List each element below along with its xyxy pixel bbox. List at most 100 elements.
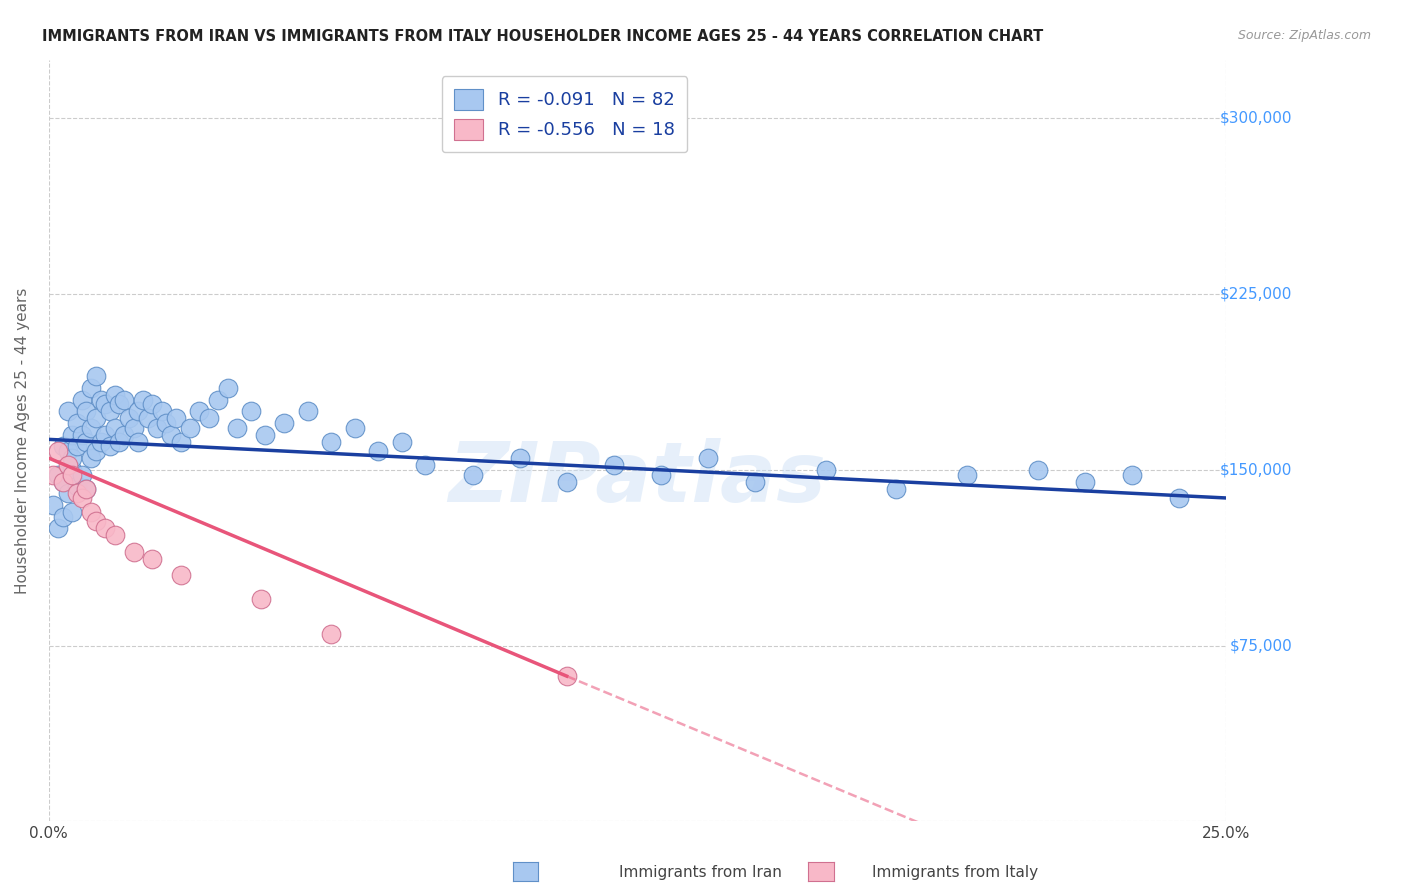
Point <box>509 451 531 466</box>
Point <box>84 444 107 458</box>
Text: ZIPatlas: ZIPatlas <box>449 438 827 519</box>
Point <box>66 479 89 493</box>
Point <box>249 591 271 606</box>
Point <box>94 521 117 535</box>
Point <box>75 434 97 449</box>
Point <box>46 444 69 458</box>
Point <box>108 397 131 411</box>
Text: $75,000: $75,000 <box>1230 638 1292 653</box>
Point <box>1167 491 1189 505</box>
Point <box>46 521 69 535</box>
Point <box>461 467 484 482</box>
Point <box>60 427 83 442</box>
Point <box>321 434 343 449</box>
Point <box>52 439 75 453</box>
Point <box>112 392 135 407</box>
Point <box>297 404 319 418</box>
Point <box>179 420 201 434</box>
Point <box>84 411 107 425</box>
Point <box>1073 475 1095 489</box>
Point <box>1121 467 1143 482</box>
Point <box>56 486 79 500</box>
Point <box>94 397 117 411</box>
Point <box>46 467 69 482</box>
Point <box>169 434 191 449</box>
Point <box>66 439 89 453</box>
Point <box>90 434 112 449</box>
Y-axis label: Householder Income Ages 25 - 44 years: Householder Income Ages 25 - 44 years <box>15 287 30 594</box>
Point <box>52 475 75 489</box>
Point <box>70 427 93 442</box>
Point <box>90 392 112 407</box>
Point <box>75 404 97 418</box>
Point <box>650 467 672 482</box>
Text: $225,000: $225,000 <box>1220 286 1292 301</box>
Point <box>343 420 366 434</box>
Point <box>169 568 191 582</box>
Point <box>136 411 159 425</box>
Point <box>226 420 249 434</box>
Point <box>146 420 169 434</box>
Point <box>104 528 127 542</box>
Point <box>70 491 93 505</box>
Point <box>884 482 907 496</box>
Point <box>273 416 295 430</box>
Point <box>66 486 89 500</box>
Point <box>52 509 75 524</box>
Point <box>603 458 626 472</box>
Point <box>132 392 155 407</box>
Point <box>56 404 79 418</box>
Point <box>555 475 578 489</box>
Point <box>104 388 127 402</box>
Point <box>60 467 83 482</box>
Point <box>108 434 131 449</box>
Point <box>98 439 121 453</box>
Point <box>1026 463 1049 477</box>
Point <box>240 404 263 418</box>
Point <box>112 427 135 442</box>
Text: $150,000: $150,000 <box>1220 462 1292 477</box>
Point <box>80 505 103 519</box>
Point <box>321 627 343 641</box>
Point <box>70 392 93 407</box>
Point <box>80 451 103 466</box>
Point <box>956 467 979 482</box>
Text: Source: ZipAtlas.com: Source: ZipAtlas.com <box>1237 29 1371 42</box>
Point <box>165 411 187 425</box>
Point <box>254 427 277 442</box>
Text: Immigrants from Italy: Immigrants from Italy <box>872 865 1038 880</box>
Point <box>42 467 65 482</box>
Point <box>60 451 83 466</box>
Point <box>75 482 97 496</box>
Point <box>697 451 720 466</box>
Point <box>84 515 107 529</box>
Point <box>84 369 107 384</box>
Point <box>122 420 145 434</box>
Point <box>127 404 149 418</box>
Point <box>52 475 75 489</box>
Point <box>80 381 103 395</box>
Point <box>141 552 163 566</box>
Point <box>80 420 103 434</box>
Point <box>188 404 211 418</box>
Point <box>42 498 65 512</box>
Point <box>60 463 83 477</box>
Text: Immigrants from Iran: Immigrants from Iran <box>619 865 782 880</box>
Point <box>141 397 163 411</box>
Point <box>814 463 837 477</box>
Point <box>66 416 89 430</box>
Point <box>207 392 229 407</box>
Point <box>555 669 578 683</box>
Legend: R = -0.091   N = 82, R = -0.556   N = 18: R = -0.091 N = 82, R = -0.556 N = 18 <box>441 76 688 153</box>
Point <box>150 404 173 418</box>
Point <box>122 545 145 559</box>
Point <box>415 458 437 472</box>
Point <box>160 427 183 442</box>
Point <box>198 411 221 425</box>
Point <box>367 444 389 458</box>
Point <box>217 381 239 395</box>
Point <box>94 427 117 442</box>
Point <box>56 444 79 458</box>
Text: $300,000: $300,000 <box>1220 111 1292 126</box>
Point <box>155 416 177 430</box>
